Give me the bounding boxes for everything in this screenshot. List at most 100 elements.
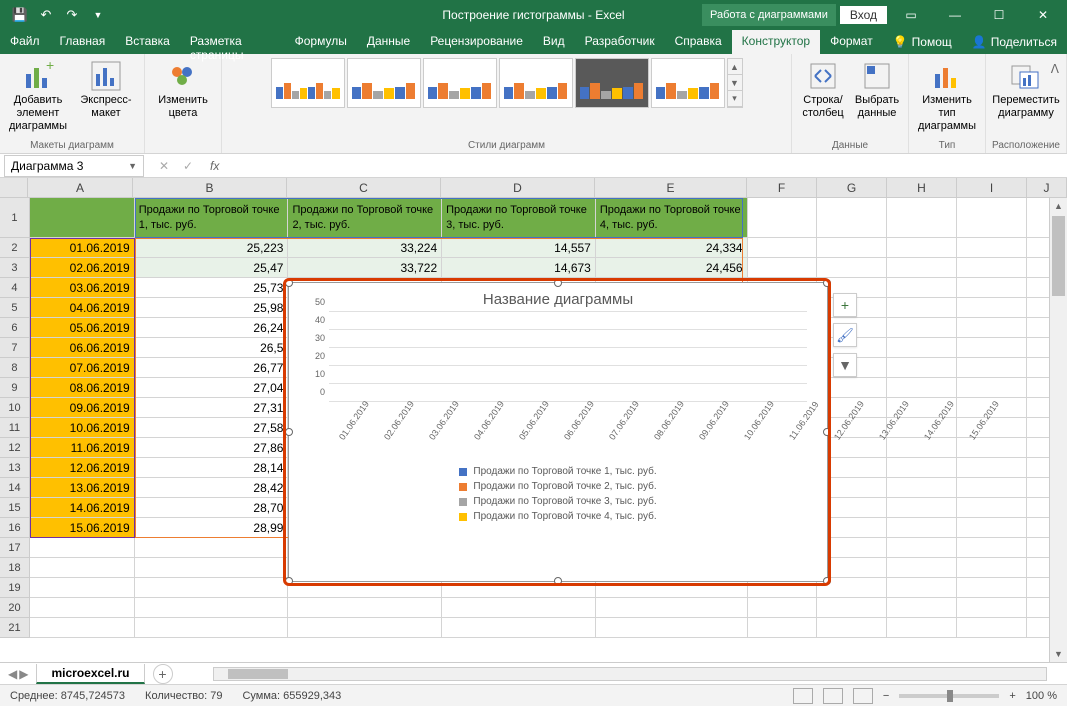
row-header[interactable]: 1	[0, 198, 30, 238]
cell[interactable]: 33,224	[288, 238, 442, 258]
change-colors-button[interactable]: Изменить цвета	[151, 58, 215, 122]
cell[interactable]: 28,70	[135, 498, 289, 518]
chart-handle[interactable]	[285, 577, 293, 585]
cell[interactable]: 26,77	[135, 358, 289, 378]
cell[interactable]	[957, 478, 1027, 498]
cell[interactable]: 05.06.2019	[30, 318, 135, 338]
style-thumb[interactable]	[271, 58, 345, 108]
chart-handle[interactable]	[285, 428, 293, 436]
maximize-icon[interactable]: ☐	[979, 0, 1019, 30]
cell[interactable]	[748, 618, 818, 638]
row-header[interactable]: 11	[0, 418, 30, 438]
cell[interactable]	[887, 318, 957, 338]
horizontal-scrollbar[interactable]	[213, 667, 1047, 681]
zoom-in-button[interactable]: +	[1009, 690, 1015, 702]
cell[interactable]	[887, 378, 957, 398]
column-header[interactable]: H	[887, 178, 957, 197]
tab-design[interactable]: Конструктор	[732, 30, 820, 54]
cell[interactable]: 25,73	[135, 278, 289, 298]
namebox-dropdown-icon[interactable]: ▼	[128, 161, 137, 171]
cell[interactable]	[957, 378, 1027, 398]
cell[interactable]: 02.06.2019	[30, 258, 135, 278]
row-header[interactable]: 18	[0, 558, 30, 578]
tab-formulas[interactable]: Формулы	[285, 30, 357, 54]
cell[interactable]	[817, 598, 887, 618]
cell[interactable]: 07.06.2019	[30, 358, 135, 378]
cell[interactable]	[957, 338, 1027, 358]
cell[interactable]: 15.06.2019	[30, 518, 135, 538]
gallery-up-icon[interactable]: ▲	[728, 59, 742, 75]
cancel-formula-icon[interactable]: ✕	[154, 159, 174, 173]
cell[interactable]: 28,99	[135, 518, 289, 538]
cell[interactable]	[748, 198, 818, 238]
sheet-nav-prev-icon[interactable]: ◀	[8, 667, 17, 681]
login-button[interactable]: Вход	[840, 6, 887, 24]
cell[interactable]	[957, 238, 1027, 258]
name-box[interactable]: Диаграмма 3▼	[4, 155, 144, 177]
cell[interactable]	[957, 258, 1027, 278]
cell[interactable]: 10.06.2019	[30, 418, 135, 438]
cell[interactable]	[957, 318, 1027, 338]
tab-review[interactable]: Рецензирование	[420, 30, 533, 54]
cell[interactable]: 26,5	[135, 338, 289, 358]
cell[interactable]	[957, 278, 1027, 298]
cell[interactable]: 25,98	[135, 298, 289, 318]
tab-help[interactable]: Справка	[665, 30, 732, 54]
row-header[interactable]: 4	[0, 278, 30, 298]
cell[interactable]	[748, 258, 818, 278]
style-thumb[interactable]	[651, 58, 725, 108]
cell[interactable]	[442, 618, 596, 638]
minimize-icon[interactable]: —	[935, 0, 975, 30]
move-chart-button[interactable]: Переместить диаграмму	[994, 58, 1058, 122]
tab-share[interactable]: 👤Поделиться	[962, 30, 1067, 54]
cell[interactable]	[957, 498, 1027, 518]
cell[interactable]	[957, 578, 1027, 598]
row-header[interactable]: 8	[0, 358, 30, 378]
cell[interactable]	[748, 238, 818, 258]
enter-formula-icon[interactable]: ✓	[178, 159, 198, 173]
zoom-thumb[interactable]	[947, 690, 953, 702]
row-header[interactable]: 5	[0, 298, 30, 318]
cell[interactable]: 13.06.2019	[30, 478, 135, 498]
tab-insert[interactable]: Вставка	[115, 30, 180, 54]
cell[interactable]: 28,42	[135, 478, 289, 498]
cell[interactable]: 27,58	[135, 418, 289, 438]
sheet-tab[interactable]: microexcel.ru	[36, 664, 144, 684]
cell[interactable]: 24,334	[596, 238, 748, 258]
cell[interactable]	[817, 618, 887, 638]
close-icon[interactable]: ✕	[1023, 0, 1063, 30]
row-header[interactable]: 16	[0, 518, 30, 538]
column-header[interactable]: F	[747, 178, 817, 197]
cell[interactable]	[887, 298, 957, 318]
row-header[interactable]: 2	[0, 238, 30, 258]
add-chart-element-button[interactable]: + Добавить элемент диаграммы	[6, 58, 70, 136]
cell[interactable]	[30, 558, 135, 578]
page-layout-view-button[interactable]	[823, 688, 843, 704]
style-thumb[interactable]	[423, 58, 497, 108]
qat-dropdown-icon[interactable]: ▼	[86, 3, 110, 27]
vertical-scrollbar[interactable]: ▲ ▼	[1049, 198, 1067, 662]
save-icon[interactable]: 💾	[8, 3, 32, 27]
cell[interactable]: 08.06.2019	[30, 378, 135, 398]
cell[interactable]: 06.06.2019	[30, 338, 135, 358]
chart-title[interactable]: Название диаграммы	[289, 283, 827, 312]
cell[interactable]	[135, 598, 289, 618]
cell[interactable]	[957, 598, 1027, 618]
chart-handle[interactable]	[554, 577, 562, 585]
cell[interactable]: 27,04	[135, 378, 289, 398]
cell[interactable]	[30, 198, 135, 238]
cell[interactable]: 04.06.2019	[30, 298, 135, 318]
cell[interactable]	[887, 338, 957, 358]
cell[interactable]	[288, 598, 442, 618]
cell[interactable]	[817, 258, 887, 278]
column-header[interactable]: A	[28, 178, 133, 197]
row-header[interactable]: 9	[0, 378, 30, 398]
row-header[interactable]: 3	[0, 258, 30, 278]
column-header[interactable]: G	[817, 178, 887, 197]
cell[interactable]	[957, 358, 1027, 378]
cell[interactable]: 14,673	[442, 258, 596, 278]
chart-elements-button[interactable]: +	[833, 293, 857, 317]
row-header[interactable]: 21	[0, 618, 30, 638]
chart-handle[interactable]	[554, 279, 562, 287]
cell[interactable]	[887, 518, 957, 538]
